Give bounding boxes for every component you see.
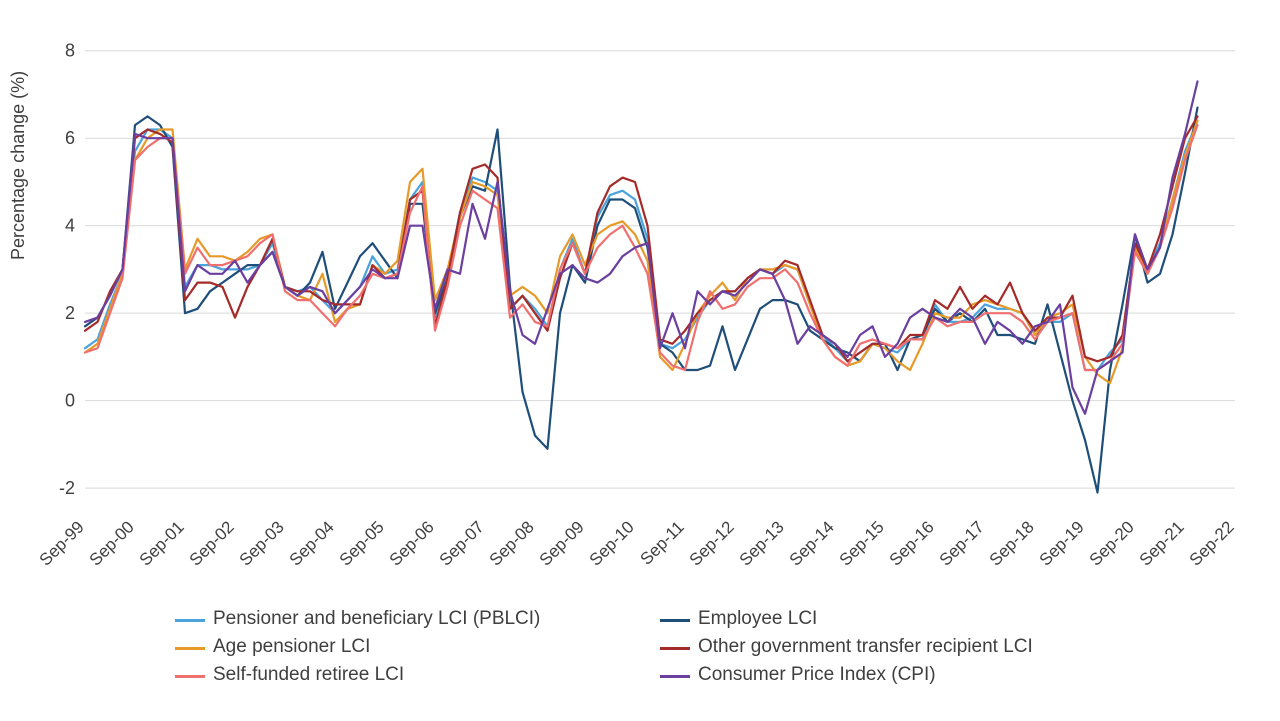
legend-label: Age pensioner LCI xyxy=(213,636,370,658)
legend-swatch xyxy=(660,619,690,622)
legend-swatch xyxy=(175,619,205,622)
chart-legend: Pensioner and beneficiary LCI (PBLCI) Emp… xyxy=(175,608,1125,686)
x-tick-label: Sep-07 xyxy=(436,517,488,569)
x-tick-label: Sep-05 xyxy=(336,517,388,569)
series-line xyxy=(85,116,1198,361)
legend-label: Consumer Price Index (CPI) xyxy=(698,664,936,686)
y-tick-label: -2 xyxy=(59,478,75,498)
legend-label: Self-funded retiree LCI xyxy=(213,664,404,686)
y-tick-label: 4 xyxy=(65,216,75,236)
x-tick-label: Sep-16 xyxy=(886,517,938,569)
x-tick-label: Sep-99 xyxy=(36,517,88,569)
x-tick-label: Sep-12 xyxy=(686,517,738,569)
x-tick-label: Sep-10 xyxy=(586,517,638,569)
legend-swatch xyxy=(660,647,690,650)
x-tick-label: Sep-14 xyxy=(786,517,838,569)
legend-label: Other government transfer recipient LCI xyxy=(698,636,1033,658)
legend-swatch xyxy=(175,675,205,678)
x-tick-label: Sep-06 xyxy=(386,517,438,569)
x-tick-label: Sep-00 xyxy=(86,517,138,569)
x-tick-label: Sep-21 xyxy=(1136,517,1188,569)
y-tick-label: 2 xyxy=(65,303,75,323)
chart-container: Percentage change (%) -202468Sep-99Sep-0… xyxy=(0,0,1280,721)
legend-item: Age pensioner LCI xyxy=(175,636,640,658)
x-tick-label: Sep-04 xyxy=(286,517,338,569)
x-tick-label: Sep-13 xyxy=(736,517,788,569)
x-tick-label: Sep-18 xyxy=(986,517,1038,569)
legend-item: Pensioner and beneficiary LCI (PBLCI) xyxy=(175,608,640,630)
x-tick-label: Sep-02 xyxy=(186,517,238,569)
x-tick-label: Sep-11 xyxy=(637,517,688,568)
legend-item: Consumer Price Index (CPI) xyxy=(660,664,1125,686)
y-tick-label: 8 xyxy=(65,41,75,61)
legend-label: Employee LCI xyxy=(698,608,817,630)
x-tick-label: Sep-20 xyxy=(1086,517,1138,569)
legend-item: Self-funded retiree LCI xyxy=(175,664,640,686)
legend-swatch xyxy=(175,647,205,650)
x-tick-label: Sep-19 xyxy=(1036,517,1088,569)
legend-swatch xyxy=(660,675,690,678)
x-tick-label: Sep-17 xyxy=(936,517,988,569)
y-axis-label: Percentage change (%) xyxy=(8,71,29,260)
x-tick-label: Sep-03 xyxy=(236,517,288,569)
series-line xyxy=(85,108,1198,493)
y-tick-label: 0 xyxy=(65,391,75,411)
x-tick-label: Sep-15 xyxy=(836,517,888,569)
x-tick-label: Sep-22 xyxy=(1186,517,1238,569)
legend-label: Pensioner and beneficiary LCI (PBLCI) xyxy=(213,608,540,630)
x-tick-label: Sep-08 xyxy=(486,517,538,569)
y-tick-label: 6 xyxy=(65,128,75,148)
legend-item: Other government transfer recipient LCI xyxy=(660,636,1125,658)
x-tick-label: Sep-01 xyxy=(136,517,188,569)
x-tick-label: Sep-09 xyxy=(536,517,588,569)
legend-item: Employee LCI xyxy=(660,608,1125,630)
